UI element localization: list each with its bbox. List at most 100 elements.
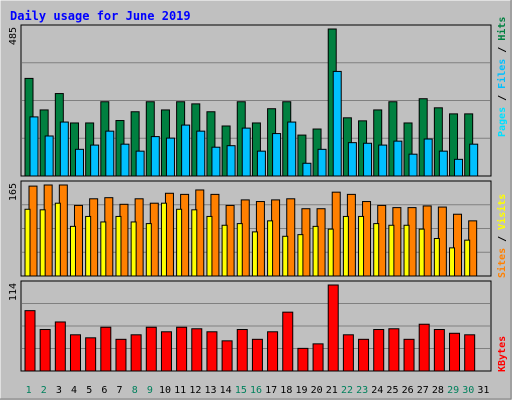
- files-bar: [408, 153, 418, 177]
- visits-bar: [251, 231, 258, 277]
- visits-bar: [267, 220, 274, 277]
- legend-visits: Visits: [496, 194, 508, 230]
- x-tick-label: 8: [132, 385, 138, 396]
- visits-bar: [388, 224, 395, 277]
- x-tick-label: 28: [432, 385, 444, 396]
- kbytes-bar: [251, 338, 263, 372]
- x-tick-label: 26: [402, 385, 414, 396]
- kbytes-bar: [221, 340, 233, 372]
- x-tick-label: 4: [71, 385, 77, 396]
- x-tick-label: 3: [56, 385, 62, 396]
- kbytes-bar: [342, 334, 354, 372]
- files-bar: [393, 140, 403, 177]
- x-tick-label: 13: [204, 385, 216, 396]
- kbytes-bar: [449, 332, 461, 372]
- visits-bar: [160, 202, 167, 277]
- visits-bar: [373, 223, 380, 277]
- visits-bar: [342, 215, 349, 277]
- legend-pages: Pages: [497, 107, 508, 137]
- kbytes-bar: [206, 331, 218, 372]
- x-tick-label: 19: [295, 385, 307, 396]
- x-tick-label: 6: [101, 385, 107, 396]
- hits-bar: [388, 101, 398, 177]
- x-tick-label: 2: [41, 385, 47, 396]
- files-bar: [438, 150, 448, 177]
- x-tick-label: 24: [371, 385, 383, 396]
- kbytes-bar: [418, 323, 430, 372]
- x-tick-label: 5: [86, 385, 92, 396]
- sites-bar: [453, 213, 463, 277]
- files-bar: [317, 148, 327, 177]
- files-bar: [378, 144, 388, 177]
- kbytes-bar: [236, 329, 248, 372]
- visits-bar: [403, 224, 410, 277]
- kbytes-bar: [267, 331, 279, 372]
- files-bar: [226, 145, 236, 177]
- visits-bar: [236, 223, 243, 277]
- x-tick-label: 11: [174, 385, 186, 396]
- kbytes-bar: [464, 334, 476, 372]
- legend: Sites / Visits: [496, 194, 508, 278]
- visits-bar: [297, 234, 304, 277]
- kbytes-bar: [145, 326, 157, 372]
- hits-bar: [403, 122, 413, 177]
- files-bar: [211, 146, 221, 177]
- x-tick-label: 16: [250, 385, 262, 396]
- visits-bar: [433, 237, 440, 277]
- kbytes-bar: [191, 328, 203, 372]
- visits-bar: [39, 209, 46, 277]
- kbytes-bar: [312, 343, 324, 372]
- visits-bar: [115, 215, 122, 277]
- visits-bar: [449, 247, 456, 277]
- y-max-label: 114: [8, 283, 19, 301]
- files-bar: [90, 144, 100, 177]
- x-tick-label: 14: [220, 385, 232, 396]
- visits-bar: [206, 215, 213, 277]
- chart-title: Daily usage for June 2019: [10, 9, 191, 23]
- files-bar: [256, 150, 266, 177]
- x-tick-label: 12: [189, 385, 201, 396]
- visits-bar: [282, 235, 289, 277]
- hits-bar: [373, 109, 383, 177]
- files-bar: [120, 143, 130, 177]
- hits-bar: [251, 122, 261, 177]
- x-tick-label: 10: [159, 385, 171, 396]
- x-tick-label: 20: [311, 385, 323, 396]
- visits-bar: [145, 223, 152, 277]
- files-bar: [363, 142, 373, 177]
- legend: Pages / Files / Hits: [496, 17, 508, 137]
- x-tick-label: 23: [356, 385, 368, 396]
- hits-bar: [297, 134, 307, 177]
- files-bar: [165, 137, 175, 177]
- files-bar: [332, 70, 342, 177]
- visits-bar: [418, 228, 425, 277]
- kbytes-bar: [358, 338, 370, 372]
- visits-bar: [24, 208, 31, 277]
- kbytes-bar: [160, 331, 172, 372]
- files-bar: [196, 130, 206, 177]
- visits-bar: [327, 228, 334, 277]
- files-bar: [302, 162, 312, 177]
- files-bar: [469, 143, 479, 177]
- files-bar: [150, 136, 160, 177]
- kbytes-bar: [297, 347, 309, 372]
- kbytes-bar: [69, 334, 81, 372]
- x-tick-label: 21: [326, 385, 338, 396]
- x-tick-label: 31: [477, 385, 489, 396]
- x-tick-label: 1: [26, 385, 32, 396]
- visits-bar: [130, 221, 137, 277]
- files-bar: [135, 150, 145, 177]
- x-tick-label: 9: [147, 385, 153, 396]
- hits-bar: [449, 113, 459, 177]
- hits-bar: [433, 107, 443, 177]
- kbytes-bar: [176, 326, 188, 372]
- files-bar: [423, 138, 433, 177]
- legend-sites: Sites: [496, 248, 508, 278]
- kbytes-bar: [85, 337, 97, 372]
- y-max-label: 485: [8, 27, 19, 45]
- files-bar: [347, 142, 357, 177]
- visits-bar: [464, 239, 471, 277]
- files-bar: [29, 116, 39, 177]
